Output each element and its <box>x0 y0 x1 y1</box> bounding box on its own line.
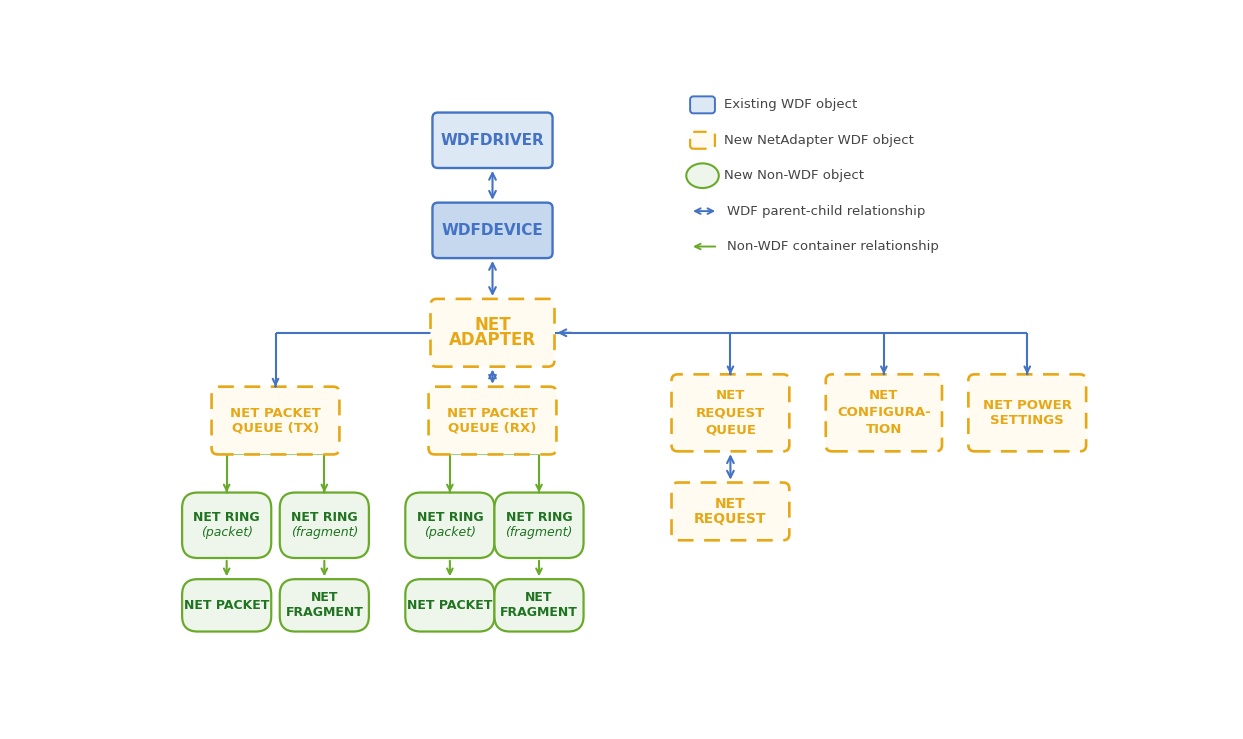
Text: FRAGMENT: FRAGMENT <box>500 607 578 619</box>
Text: WDFDEVICE: WDFDEVICE <box>441 223 543 238</box>
Text: NET RING: NET RING <box>416 511 484 524</box>
Text: NET PACKET: NET PACKET <box>230 406 321 420</box>
FancyBboxPatch shape <box>671 483 789 540</box>
Text: NET: NET <box>311 591 338 605</box>
Text: NET: NET <box>526 591 553 605</box>
FancyBboxPatch shape <box>671 375 789 452</box>
Text: (packet): (packet) <box>200 526 252 539</box>
FancyBboxPatch shape <box>211 386 339 454</box>
FancyBboxPatch shape <box>405 493 495 558</box>
FancyBboxPatch shape <box>183 579 271 632</box>
Ellipse shape <box>686 163 718 188</box>
FancyBboxPatch shape <box>690 96 715 113</box>
Text: NET RING: NET RING <box>194 511 260 524</box>
FancyBboxPatch shape <box>690 132 715 149</box>
FancyBboxPatch shape <box>968 375 1086 452</box>
Text: WDF parent-child relationship: WDF parent-child relationship <box>727 205 925 217</box>
FancyBboxPatch shape <box>183 493 271 558</box>
Text: CONFIGURA-: CONFIGURA- <box>837 406 931 419</box>
FancyBboxPatch shape <box>495 579 583 632</box>
Text: NET POWER: NET POWER <box>983 399 1071 412</box>
Text: (fragment): (fragment) <box>506 526 573 539</box>
FancyBboxPatch shape <box>405 579 495 632</box>
Text: REQUEST: REQUEST <box>694 512 767 526</box>
Text: QUEUE (TX): QUEUE (TX) <box>232 421 319 435</box>
Text: NET: NET <box>474 316 511 334</box>
FancyBboxPatch shape <box>433 112 553 168</box>
Text: REQUEST: REQUEST <box>696 406 764 419</box>
Text: TION: TION <box>865 423 902 436</box>
FancyBboxPatch shape <box>429 386 557 454</box>
Text: FRAGMENT: FRAGMENT <box>286 607 363 619</box>
Text: (packet): (packet) <box>424 526 476 539</box>
FancyBboxPatch shape <box>495 493 583 558</box>
Text: NET: NET <box>716 389 745 403</box>
Text: SETTINGS: SETTINGS <box>991 414 1064 427</box>
FancyBboxPatch shape <box>825 375 942 452</box>
Text: QUEUE (RX): QUEUE (RX) <box>449 421 537 435</box>
FancyBboxPatch shape <box>433 202 553 258</box>
Text: NET: NET <box>869 389 899 403</box>
Text: NET: NET <box>715 497 746 511</box>
Text: (fragment): (fragment) <box>291 526 358 539</box>
Text: NET RING: NET RING <box>506 511 572 524</box>
FancyBboxPatch shape <box>430 299 554 367</box>
Text: QUEUE: QUEUE <box>705 423 756 436</box>
FancyBboxPatch shape <box>280 493 369 558</box>
Text: New NetAdapter WDF object: New NetAdapter WDF object <box>725 134 914 147</box>
Text: Existing WDF object: Existing WDF object <box>725 98 858 112</box>
Text: NET PACKET: NET PACKET <box>447 406 538 420</box>
Text: NET PACKET: NET PACKET <box>184 599 270 612</box>
Text: NET RING: NET RING <box>291 511 358 524</box>
Text: ADAPTER: ADAPTER <box>449 331 536 350</box>
Text: Non-WDF container relationship: Non-WDF container relationship <box>727 240 938 253</box>
Text: WDFDRIVER: WDFDRIVER <box>440 133 544 148</box>
Text: New Non-WDF object: New Non-WDF object <box>725 169 864 183</box>
FancyBboxPatch shape <box>280 579 369 632</box>
Text: NET PACKET: NET PACKET <box>408 599 492 612</box>
